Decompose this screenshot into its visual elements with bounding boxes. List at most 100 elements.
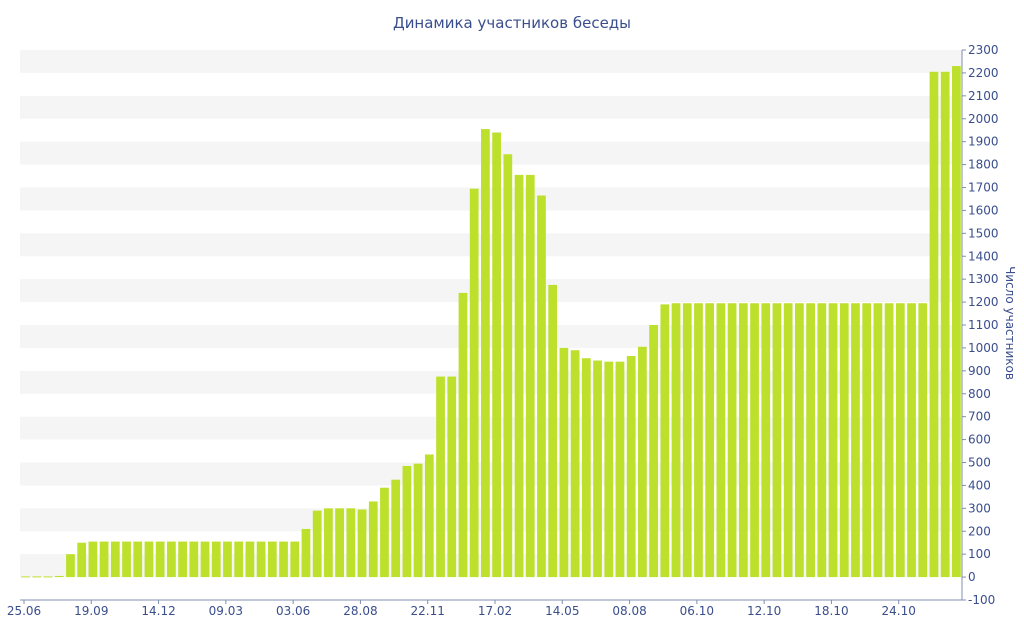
y-tick-label: 1200 (968, 295, 999, 309)
bar (895, 303, 905, 578)
bar-series (21, 66, 961, 578)
bar (537, 195, 546, 578)
x-tick-label: 22.11 (411, 604, 445, 618)
bar (694, 303, 703, 578)
bar (312, 510, 322, 578)
y-tick-label: 1900 (968, 135, 999, 149)
grid-band (20, 554, 962, 578)
y-tick-label: 1300 (968, 272, 999, 286)
y-tick-label: 1000 (968, 341, 999, 355)
x-tick-label: 09.03 (209, 604, 243, 618)
bar (918, 303, 928, 578)
y-tick-label: 900 (968, 364, 991, 378)
bar (110, 541, 120, 578)
bar (335, 508, 344, 578)
y-tick-label: 1600 (968, 203, 999, 217)
bar (795, 303, 804, 578)
bar (828, 303, 838, 578)
grid-band (20, 462, 962, 486)
bar (357, 509, 367, 578)
grid-band (20, 187, 962, 211)
y-tick-label: 1800 (968, 158, 999, 172)
bar (727, 303, 737, 578)
bar (940, 71, 950, 578)
bar (301, 528, 311, 578)
bar (481, 129, 490, 578)
bar (738, 303, 748, 578)
bar (447, 376, 457, 578)
bar (750, 303, 759, 578)
bar (671, 303, 681, 578)
bar (66, 554, 75, 578)
bar (424, 454, 434, 578)
y-tick-label: 2100 (968, 89, 999, 103)
bar (144, 541, 154, 578)
bar (503, 154, 513, 578)
y-tick-label: 700 (968, 410, 991, 424)
bar (21, 576, 30, 578)
x-tick-label: 19.09 (74, 604, 108, 618)
bar (649, 325, 658, 578)
y-tick-label: 300 (968, 501, 991, 515)
y-tick-label: 600 (968, 433, 991, 447)
bar (817, 303, 827, 578)
y-tick-label: 200 (968, 524, 991, 538)
y-tick-label: -100 (968, 593, 995, 607)
bar (77, 542, 87, 578)
bar (99, 541, 109, 578)
grid-bands (20, 50, 962, 578)
x-tick-label: 12.10 (747, 604, 781, 618)
bar (200, 541, 210, 578)
bar (133, 541, 143, 578)
bar (626, 355, 636, 578)
x-tick-label: 17.02 (478, 604, 512, 618)
bar (682, 303, 692, 578)
y-tick-label: 1100 (968, 318, 999, 332)
y-tick-label: 100 (968, 547, 991, 561)
x-tick-label: 24.10 (882, 604, 916, 618)
bar (279, 541, 288, 578)
y-axis-label: Число участников (1003, 266, 1017, 380)
bar (884, 303, 894, 578)
bar (862, 303, 872, 578)
bar (346, 508, 356, 578)
chart-title: Динамика участников беседы (393, 14, 631, 32)
bar (43, 576, 53, 578)
bar (391, 479, 401, 578)
grid-band (20, 416, 962, 440)
bar (716, 303, 726, 578)
y-tick-label: 2000 (968, 112, 999, 126)
bar (234, 541, 244, 578)
bar (873, 303, 883, 578)
bar (559, 347, 569, 578)
bar (402, 465, 412, 578)
bar (570, 350, 580, 578)
bar (525, 174, 535, 578)
x-tick-label: 18.10 (814, 604, 848, 618)
bar (324, 508, 333, 578)
y-tick-label: 400 (968, 478, 991, 492)
bar (492, 132, 501, 578)
bar (211, 541, 221, 578)
y-tick-label: 1400 (968, 249, 999, 263)
bar (290, 541, 300, 578)
y-tick-label: 1700 (968, 181, 999, 195)
bar (851, 303, 860, 578)
bar (604, 361, 614, 578)
x-tick-label: 14.12 (141, 604, 175, 618)
grid-band (20, 50, 962, 73)
x-tick-label: 25.06 (7, 604, 41, 618)
bar (267, 541, 277, 578)
bar (548, 284, 558, 578)
bar (469, 188, 479, 578)
bar (458, 292, 468, 578)
bar (256, 541, 266, 578)
bar (593, 360, 602, 578)
bar (660, 304, 670, 578)
grid-band (20, 370, 962, 394)
grid-band (20, 508, 962, 532)
y-tick-label: 500 (968, 456, 991, 470)
grid-band (20, 325, 962, 348)
bar (436, 376, 445, 578)
bar (178, 541, 187, 578)
